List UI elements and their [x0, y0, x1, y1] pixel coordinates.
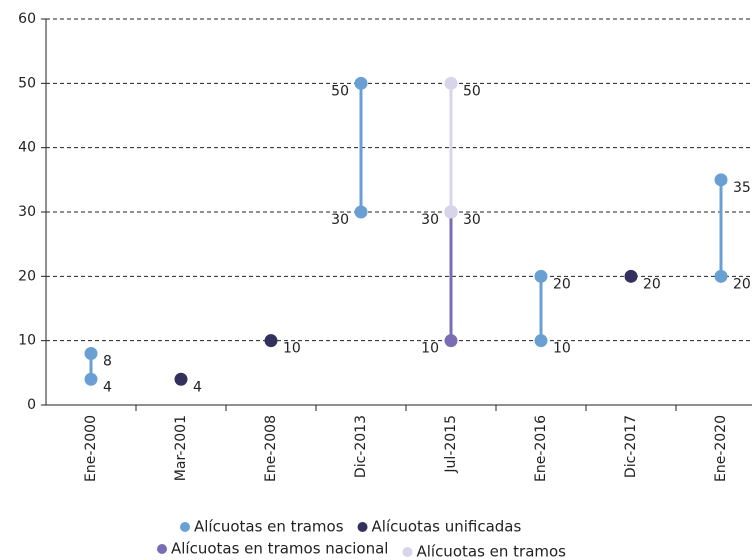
x-tick-label: Mar-2001 — [173, 415, 189, 481]
point — [84, 372, 98, 386]
x-tick-label: Ene-2016 — [533, 415, 549, 482]
point — [354, 205, 368, 219]
data-label: 30 — [463, 212, 481, 228]
data-label: 20 — [733, 276, 751, 292]
point — [444, 76, 458, 90]
legend-marker — [157, 544, 167, 554]
y-tick-label: 60 — [18, 11, 36, 27]
x-tick-label: Jul-2015 — [443, 415, 459, 474]
x-tick-label: Dic-2013 — [353, 415, 369, 478]
data-label: 30 — [331, 212, 349, 228]
data-label: 10 — [283, 341, 301, 357]
data-label: 8 — [103, 354, 112, 370]
y-tick-label: 40 — [18, 140, 36, 156]
point — [534, 269, 548, 283]
point — [624, 269, 638, 283]
point — [444, 205, 458, 219]
point — [354, 76, 368, 90]
legend-label: Alícuotas en tramos — [416, 543, 566, 560]
data-label: 10 — [421, 341, 439, 357]
legend-marker — [180, 522, 190, 532]
x-tick-label: Ene-2020 — [713, 415, 729, 482]
data-label: 35 — [733, 180, 751, 196]
point — [174, 372, 188, 386]
point — [264, 334, 278, 348]
legend-marker — [402, 547, 413, 557]
y-tick-label: 20 — [18, 268, 36, 284]
data-label: 4 — [193, 379, 202, 395]
point — [714, 173, 728, 187]
y-tick-label: 50 — [18, 75, 36, 91]
point — [444, 334, 458, 348]
x-tick-label: Ene-2008 — [263, 415, 279, 482]
data-label: 30 — [421, 212, 439, 228]
legend-label: Alícuotas en tramos — [194, 518, 344, 536]
x-tick-label: Dic-2017 — [623, 415, 639, 478]
data-label: 50 — [463, 83, 481, 99]
data-label: 50 — [331, 83, 349, 99]
x-tick-label: Ene-2000 — [83, 415, 99, 482]
data-label: 20 — [553, 276, 571, 292]
point — [714, 269, 728, 283]
legend-label: Alícuotas unificadas — [372, 518, 522, 536]
y-tick-label: 30 — [18, 204, 36, 220]
point — [534, 334, 548, 348]
data-label: 10 — [553, 341, 571, 357]
point — [84, 347, 98, 361]
data-label: 20 — [643, 276, 661, 292]
legend-marker — [357, 522, 368, 532]
data-label: 4 — [103, 379, 112, 395]
y-tick-label: 10 — [18, 333, 36, 349]
y-tick-label: 0 — [27, 397, 36, 413]
legend-label: Alícuotas en tramos nacional — [171, 540, 388, 558]
